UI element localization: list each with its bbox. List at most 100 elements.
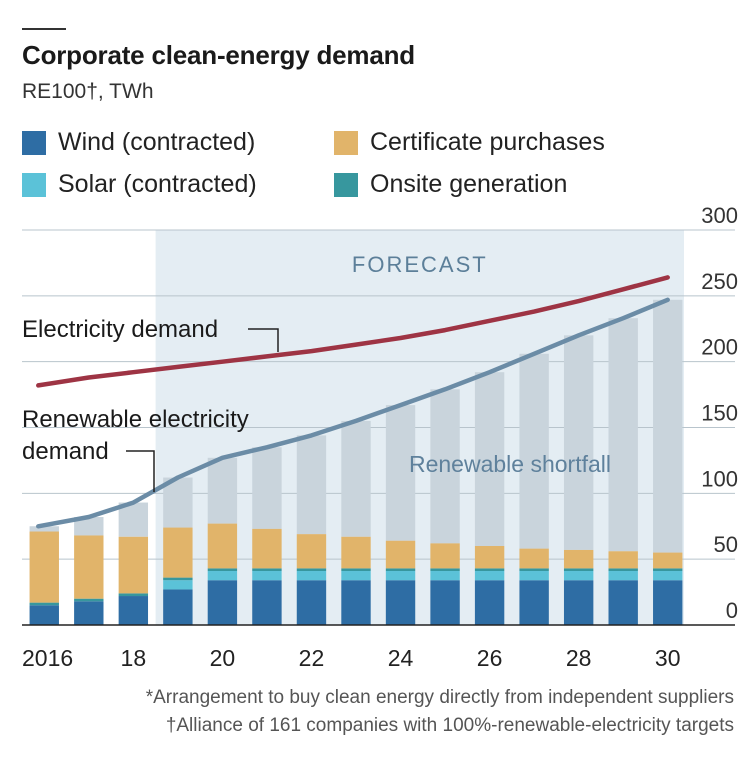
bar-solar-2030: [653, 571, 683, 581]
chart-subtitle: RE100†, TWh: [22, 80, 154, 103]
bar-certificates-2030: [653, 552, 683, 569]
leader-electricity: [248, 328, 279, 352]
bar-wind-2023: [341, 580, 371, 625]
bar-certificates-2016: [29, 531, 59, 603]
bar-certificates-2020: [207, 523, 238, 569]
legend-item-wind: Wind (contracted): [22, 128, 255, 157]
bar-onsite-2022: [296, 568, 327, 572]
bar-shortfall-2024: [385, 405, 416, 541]
x-tick-label-2024: 24: [388, 645, 414, 671]
forecast-label: FORECAST: [352, 252, 488, 277]
bar-wind-2030: [653, 580, 683, 625]
bar-wind-2024: [385, 580, 416, 625]
x-tick-label-2020: 20: [210, 645, 236, 671]
bar-onsite-2019: [163, 577, 193, 581]
y-tick-label-200: 200: [701, 335, 738, 360]
bar-shortfall-2023: [341, 420, 371, 537]
bar-shortfall-2030: [653, 299, 683, 553]
bar-certificates-2029: [608, 551, 638, 569]
bar-wind-2020: [207, 580, 238, 625]
footnote-alliance: †Alliance of 161 companies with 100%-ren…: [165, 715, 734, 736]
x-tick-label-2028: 28: [566, 645, 592, 671]
bar-shortfall-2021: [252, 447, 282, 529]
legend: Wind (contracted) Certificate purchases …: [22, 128, 742, 208]
y-tick-label-300: 300: [701, 203, 738, 228]
bar-solar-2026: [474, 571, 505, 581]
legend-label-solar: Solar (contracted): [58, 170, 257, 198]
x-tick-label-2016: 2016: [22, 645, 73, 671]
y-tick-label-100: 100: [701, 466, 738, 491]
line-renewable: [36, 297, 670, 529]
x-tick-label-2018: 18: [121, 645, 147, 671]
leader-renewable: [126, 450, 155, 492]
x-tick-label-2022: 22: [299, 645, 325, 671]
bar-wind-2027: [519, 580, 549, 625]
bar-solar-2027: [519, 571, 549, 581]
bar-onsite-2023: [341, 568, 371, 572]
bar-shortfall-2026: [474, 372, 505, 546]
y-tick-label-250: 250: [701, 269, 738, 294]
legend-item-onsite: Onsite generation: [334, 170, 567, 199]
bar-solar-2019: [163, 580, 193, 590]
bar-onsite-2020: [207, 568, 238, 572]
bar-certificates-2018: [118, 536, 149, 594]
bar-solar-2025: [430, 571, 460, 581]
bar-onsite-2027: [519, 568, 549, 572]
bar-solar-2023: [341, 571, 371, 581]
bar-solar-2021: [252, 571, 282, 581]
bar-shortfall-2022: [296, 435, 327, 535]
x-tick-label-2030: 30: [655, 645, 681, 671]
legend-item-certificates: Certificate purchases: [334, 128, 605, 157]
bar-wind-2028: [563, 580, 594, 625]
bar-wind-2016: [29, 605, 59, 625]
chart-title: Corporate clean-energy demand: [22, 40, 415, 70]
bar-wind-2025: [430, 580, 460, 625]
legend-swatch-solar: [22, 172, 46, 197]
bar-shortfall-2020: [207, 457, 238, 524]
line-electricity: [36, 275, 670, 388]
bar-onsite-2018: [118, 593, 149, 597]
bar-wind-2018: [118, 596, 149, 625]
y-tick-label-50: 50: [714, 532, 738, 557]
bar-wind-2029: [608, 580, 638, 625]
y-tick-label-0: 0: [726, 598, 738, 623]
annotation-electricity: Electricity demand: [22, 316, 218, 343]
legend-swatch-wind: [22, 130, 46, 155]
bar-certificates-2021: [252, 528, 282, 569]
legend-item-solar: Solar (contracted): [22, 170, 257, 199]
bar-shortfall-2029: [608, 318, 638, 552]
legend-label-onsite: Onsite generation: [370, 170, 568, 198]
annotation-renewable-line2: demand: [22, 438, 109, 465]
y-tick-label-150: 150: [701, 401, 738, 426]
annotation-renewable-line1: Renewable electricity: [22, 406, 249, 433]
bar-certificates-2028: [563, 549, 594, 569]
x-tick-label-2026: 26: [477, 645, 503, 671]
bar-certificates-2027: [519, 548, 549, 569]
bar-wind-2019: [163, 589, 193, 625]
bar-shortfall-2018: [118, 502, 149, 537]
bar-solar-2020: [207, 571, 238, 581]
bar-onsite-2030: [653, 568, 683, 572]
bar-wind-2026: [474, 580, 505, 625]
bar-onsite-2029: [608, 568, 638, 572]
legend-label-wind: Wind (contracted): [58, 128, 256, 156]
bar-certificates-2022: [296, 534, 327, 569]
bar-wind-2021: [252, 580, 282, 625]
bar-onsite-2017: [74, 598, 104, 602]
footnote-arrangement: *Arrangement to buy clean energy directl…: [145, 687, 734, 708]
bar-onsite-2016: [29, 602, 59, 606]
bar-wind-2022: [296, 580, 327, 625]
bar-certificates-2017: [74, 535, 104, 599]
bar-solar-2022: [296, 571, 327, 581]
bar-wind-2017: [74, 601, 104, 625]
legend-swatch-onsite: [334, 172, 358, 197]
bar-solar-2028: [563, 571, 594, 581]
bar-onsite-2028: [563, 568, 594, 572]
bar-certificates-2025: [430, 543, 460, 569]
annotation-shortfall: Renewable shortfall: [409, 451, 611, 477]
bar-onsite-2026: [474, 568, 505, 572]
bar-shortfall-2017: [74, 517, 104, 536]
bar-solar-2029: [608, 571, 638, 581]
bar-shortfall-2016: [29, 526, 59, 532]
